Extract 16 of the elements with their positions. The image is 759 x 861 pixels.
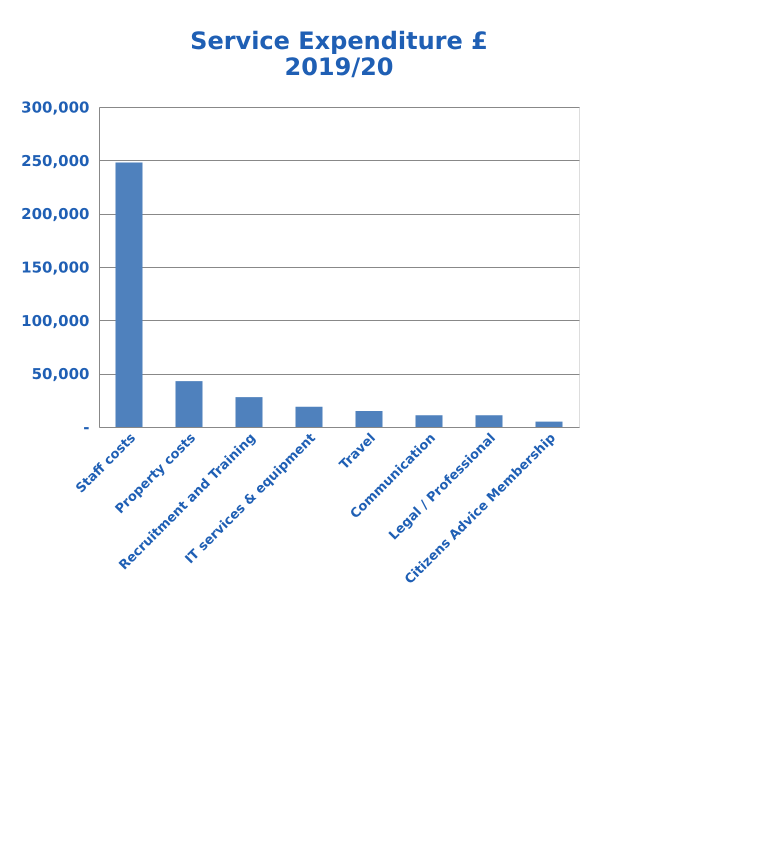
bar — [176, 381, 202, 427]
bar — [536, 422, 562, 427]
bar — [356, 411, 382, 427]
y-tick-label: 100,000 — [21, 312, 90, 330]
y-tick-label: 50,000 — [32, 365, 90, 384]
y-tick-label: 300,000 — [21, 98, 90, 116]
bar — [116, 162, 142, 427]
bar — [236, 397, 262, 427]
bar — [416, 415, 442, 427]
chart-title: Service Expenditure £ 2019/20 — [190, 27, 488, 81]
y-tick-label: 200,000 — [21, 205, 90, 224]
bar — [476, 415, 502, 427]
bar — [296, 406, 322, 427]
y-tick-label: - — [83, 418, 90, 436]
y-tick-label: 150,000 — [21, 258, 90, 276]
y-tick-label: 250,000 — [21, 152, 90, 170]
